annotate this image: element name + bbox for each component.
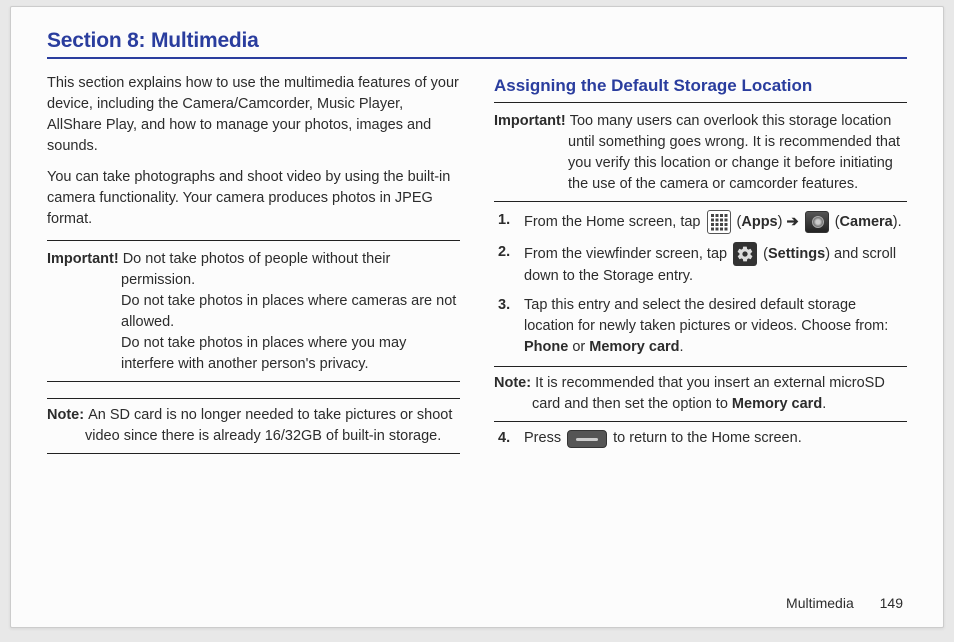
important-line-1: Do not take photos of people without the… bbox=[121, 249, 460, 291]
apps-label: Apps bbox=[741, 214, 777, 230]
divider bbox=[494, 102, 907, 103]
memory-card-label: Memory card bbox=[589, 339, 679, 355]
important-label: Important! bbox=[47, 249, 119, 270]
divider bbox=[47, 398, 460, 399]
step-3: 3. Tap this entry and select the desired… bbox=[494, 295, 907, 358]
note-memory-card: Memory card bbox=[732, 396, 822, 412]
columns: This section explains how to use the mul… bbox=[47, 73, 907, 460]
step-1: 1. From the Home screen, tap (App bbox=[494, 210, 907, 234]
step-4-text-b: to return to the Home screen. bbox=[613, 430, 802, 446]
arrow-icon: ➔ bbox=[786, 214, 798, 230]
important-block-left: Important! Do not take photos of people … bbox=[47, 249, 460, 375]
page-footer: Multimedia 149 bbox=[786, 595, 903, 611]
step-1-text-a: From the Home screen, tap bbox=[524, 214, 705, 230]
divider bbox=[494, 421, 907, 422]
divider bbox=[494, 366, 907, 367]
step-4: 4. Press to return to the Home screen. bbox=[494, 428, 907, 449]
settings-icon bbox=[733, 242, 757, 266]
phone-label: Phone bbox=[524, 339, 568, 355]
steps-list: 1. From the Home screen, tap (App bbox=[494, 210, 907, 358]
note-body: An SD card is no longer needed to take p… bbox=[85, 405, 460, 447]
intro-paragraph-2: You can take photographs and shoot video… bbox=[47, 167, 460, 230]
important-line-2: Do not take photos in places where camer… bbox=[121, 291, 460, 333]
step-2-text-a: From the viewfinder screen, tap bbox=[524, 246, 731, 262]
right-column: Assigning the Default Storage Location I… bbox=[494, 73, 907, 460]
divider bbox=[47, 453, 460, 454]
divider bbox=[47, 240, 460, 241]
step-3-or: or bbox=[568, 339, 589, 355]
left-column: This section explains how to use the mul… bbox=[47, 73, 460, 460]
note-block-left: Note: An SD card is no longer needed to … bbox=[47, 405, 460, 447]
divider bbox=[494, 201, 907, 202]
section-title: Section 8: Multimedia bbox=[47, 29, 907, 59]
note-label: Note: bbox=[47, 405, 84, 426]
important-block-right: Important! Too many users can overlook t… bbox=[494, 111, 907, 195]
subsection-title: Assigning the Default Storage Location bbox=[494, 75, 907, 96]
important-line-3: Do not take photos in places where you m… bbox=[121, 333, 460, 375]
important-body: Too many users can overlook this storage… bbox=[568, 111, 907, 195]
step-4-text-a: Press bbox=[524, 430, 565, 446]
footer-section: Multimedia bbox=[786, 595, 854, 611]
home-button-icon bbox=[567, 430, 607, 448]
settings-label: Settings bbox=[768, 246, 825, 262]
step-3-text-a: Tap this entry and select the desired de… bbox=[524, 297, 888, 334]
important-label: Important! bbox=[494, 111, 566, 132]
apps-icon bbox=[707, 210, 731, 234]
note-label: Note: bbox=[494, 373, 531, 394]
intro-paragraph-1: This section explains how to use the mul… bbox=[47, 73, 460, 157]
camera-icon bbox=[805, 211, 829, 233]
manual-page: Section 8: Multimedia This section expla… bbox=[10, 6, 944, 628]
steps-list-continued: 4. Press to return to the Home screen. bbox=[494, 428, 907, 449]
note-text-a: It is recommended that you insert an ext… bbox=[532, 375, 885, 412]
step-2: 2. From the viewfinder screen, tap (Sett… bbox=[494, 242, 907, 287]
note-block-right: Note: It is recommended that you insert … bbox=[494, 373, 907, 415]
page-number: 149 bbox=[880, 595, 903, 611]
camera-label: Camera bbox=[840, 214, 893, 230]
divider bbox=[47, 381, 460, 382]
